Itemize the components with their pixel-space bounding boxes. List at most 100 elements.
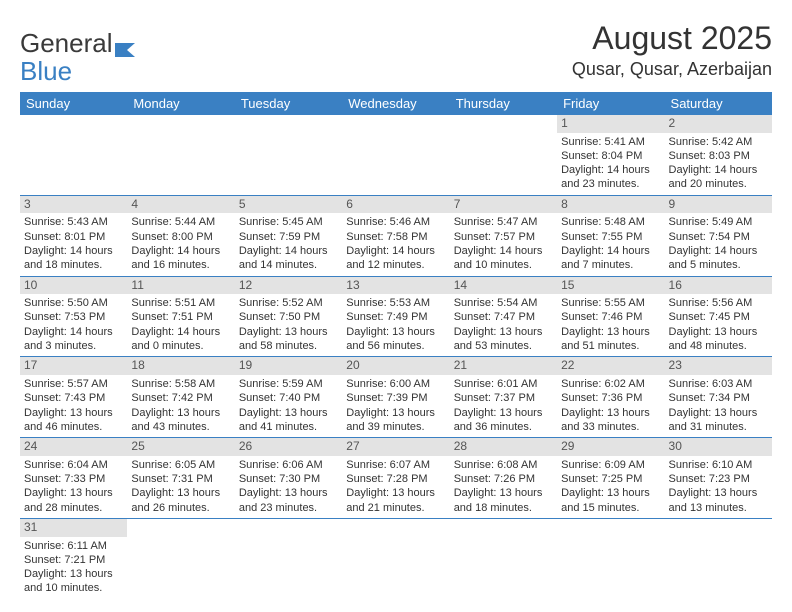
calendar-cell: 14Sunrise: 5:54 AMSunset: 7:47 PMDayligh… xyxy=(450,276,557,357)
calendar-cell: 20Sunrise: 6:00 AMSunset: 7:39 PMDayligh… xyxy=(342,357,449,438)
calendar-cell: 28Sunrise: 6:08 AMSunset: 7:26 PMDayligh… xyxy=(450,438,557,519)
day-detail-line: Sunset: 7:25 PM xyxy=(561,472,660,486)
day-detail-line: Sunset: 7:23 PM xyxy=(669,472,768,486)
day-detail-line: Sunrise: 5:46 AM xyxy=(346,215,445,229)
day-detail-line: Sunrise: 6:01 AM xyxy=(454,377,553,391)
day-detail-line: Sunrise: 5:42 AM xyxy=(669,135,768,149)
day-detail-line: Sunrise: 5:51 AM xyxy=(131,296,230,310)
day-number: 5 xyxy=(235,196,342,214)
day-details: Sunrise: 5:55 AMSunset: 7:46 PMDaylight:… xyxy=(561,296,660,353)
calendar-cell: 22Sunrise: 6:02 AMSunset: 7:36 PMDayligh… xyxy=(557,357,664,438)
day-details: Sunrise: 5:46 AMSunset: 7:58 PMDaylight:… xyxy=(346,215,445,272)
day-detail-line: Sunrise: 5:58 AM xyxy=(131,377,230,391)
day-header: Tuesday xyxy=(235,92,342,115)
calendar-cell: 30 Sunrise: 6:10 AMSunset: 7:23 PMDayligh… xyxy=(665,438,772,519)
day-number: 27 xyxy=(342,438,449,456)
day-number: 29 xyxy=(557,438,664,456)
calendar-cell: 3Sunrise: 5:43 AMSunset: 8:01 PMDaylight… xyxy=(20,195,127,276)
day-detail-line: Daylight: 13 hours and 56 minutes. xyxy=(346,325,445,354)
day-detail-line: Sunrise: 5:50 AM xyxy=(24,296,123,310)
day-detail-line: Sunrise: 6:09 AM xyxy=(561,458,660,472)
day-number xyxy=(450,519,557,537)
day-number: 1 xyxy=(557,115,664,133)
day-detail-line: Daylight: 13 hours and 13 minutes. xyxy=(669,486,768,515)
day-number: 7 xyxy=(450,196,557,214)
day-detail-line: Sunrise: 5:53 AM xyxy=(346,296,445,310)
day-detail-line: Sunrise: 5:52 AM xyxy=(239,296,338,310)
day-number: 21 xyxy=(450,357,557,375)
day-number: 24 xyxy=(20,438,127,456)
day-detail-line: Sunrise: 6:10 AM xyxy=(669,458,768,472)
calendar-cell xyxy=(557,518,664,598)
day-detail-line: Daylight: 14 hours and 12 minutes. xyxy=(346,244,445,273)
day-number xyxy=(557,519,664,537)
day-detail-line: Sunset: 7:43 PM xyxy=(24,391,123,405)
day-detail-line: Sunrise: 5:44 AM xyxy=(131,215,230,229)
calendar-row: 10Sunrise: 5:50 AMSunset: 7:53 PMDayligh… xyxy=(20,276,772,357)
day-detail-line: Daylight: 13 hours and 41 minutes. xyxy=(239,406,338,435)
day-detail-line: Sunrise: 5:47 AM xyxy=(454,215,553,229)
day-detail-line: Sunrise: 6:04 AM xyxy=(24,458,123,472)
day-detail-line: Sunrise: 6:03 AM xyxy=(669,377,768,391)
day-detail-line: Daylight: 14 hours and 7 minutes. xyxy=(561,244,660,273)
day-detail-line: Sunrise: 5:57 AM xyxy=(24,377,123,391)
day-detail-line: Sunrise: 5:45 AM xyxy=(239,215,338,229)
calendar-cell: 17Sunrise: 5:57 AMSunset: 7:43 PMDayligh… xyxy=(20,357,127,438)
day-detail-line: Sunrise: 5:59 AM xyxy=(239,377,338,391)
day-detail-line: Sunset: 7:57 PM xyxy=(454,230,553,244)
day-number: 30 xyxy=(665,438,772,456)
day-details: Sunrise: 5:47 AMSunset: 7:57 PMDaylight:… xyxy=(454,215,553,272)
calendar-row: 3Sunrise: 5:43 AMSunset: 8:01 PMDaylight… xyxy=(20,195,772,276)
day-header: Monday xyxy=(127,92,234,115)
day-detail-line: Sunrise: 5:56 AM xyxy=(669,296,768,310)
day-detail-line: Sunrise: 5:54 AM xyxy=(454,296,553,310)
day-details: Sunrise: 5:50 AMSunset: 7:53 PMDaylight:… xyxy=(24,296,123,353)
day-header: Friday xyxy=(557,92,664,115)
day-number: 16 xyxy=(665,277,772,295)
day-number: 26 xyxy=(235,438,342,456)
day-header: Saturday xyxy=(665,92,772,115)
day-detail-line: Daylight: 13 hours and 10 minutes. xyxy=(24,567,123,596)
day-number xyxy=(127,115,234,133)
calendar-cell xyxy=(342,518,449,598)
calendar-cell: 9Sunrise: 5:49 AMSunset: 7:54 PMDaylight… xyxy=(665,195,772,276)
day-detail-line: Sunrise: 6:05 AM xyxy=(131,458,230,472)
day-detail-line: Sunset: 7:39 PM xyxy=(346,391,445,405)
day-details: Sunrise: 5:43 AMSunset: 8:01 PMDaylight:… xyxy=(24,215,123,272)
day-header-row: SundayMondayTuesdayWednesdayThursdayFrid… xyxy=(20,92,772,115)
day-header: Sunday xyxy=(20,92,127,115)
calendar-cell xyxy=(665,518,772,598)
day-detail-line: Daylight: 13 hours and 36 minutes. xyxy=(454,406,553,435)
calendar-cell: 12Sunrise: 5:52 AMSunset: 7:50 PMDayligh… xyxy=(235,276,342,357)
calendar-cell xyxy=(450,115,557,195)
calendar-row: 17Sunrise: 5:57 AMSunset: 7:43 PMDayligh… xyxy=(20,357,772,438)
day-details: Sunrise: 6:08 AMSunset: 7:26 PMDaylight:… xyxy=(454,458,553,515)
calendar-cell: 26Sunrise: 6:06 AMSunset: 7:30 PMDayligh… xyxy=(235,438,342,519)
day-details: Sunrise: 6:02 AMSunset: 7:36 PMDaylight:… xyxy=(561,377,660,434)
day-details: Sunrise: 5:59 AMSunset: 7:40 PMDaylight:… xyxy=(239,377,338,434)
calendar-cell: 8Sunrise: 5:48 AMSunset: 7:55 PMDaylight… xyxy=(557,195,664,276)
day-number: 18 xyxy=(127,357,234,375)
title-block: August 2025 Qusar, Qusar, Azerbaijan xyxy=(572,20,772,80)
day-number xyxy=(342,519,449,537)
calendar-cell: 23Sunrise: 6:03 AMSunset: 7:34 PMDayligh… xyxy=(665,357,772,438)
day-detail-line: Sunrise: 5:49 AM xyxy=(669,215,768,229)
day-details: Sunrise: 5:48 AMSunset: 7:55 PMDaylight:… xyxy=(561,215,660,272)
day-number: 14 xyxy=(450,277,557,295)
day-detail-line: Daylight: 13 hours and 46 minutes. xyxy=(24,406,123,435)
day-detail-line: Sunrise: 5:43 AM xyxy=(24,215,123,229)
day-details: Sunrise: 6:07 AMSunset: 7:28 PMDaylight:… xyxy=(346,458,445,515)
day-details: Sunrise: 5:45 AMSunset: 7:59 PMDaylight:… xyxy=(239,215,338,272)
calendar-cell xyxy=(235,518,342,598)
day-detail-line: Sunset: 7:51 PM xyxy=(131,310,230,324)
day-detail-line: Daylight: 14 hours and 3 minutes. xyxy=(24,325,123,354)
calendar-body: 1Sunrise: 5:41 AMSunset: 8:04 PMDaylight… xyxy=(20,115,772,599)
day-number: 4 xyxy=(127,196,234,214)
day-detail-line: Sunset: 7:53 PM xyxy=(24,310,123,324)
calendar-cell: 18Sunrise: 5:58 AMSunset: 7:42 PMDayligh… xyxy=(127,357,234,438)
day-detail-line: Sunset: 7:54 PM xyxy=(669,230,768,244)
day-details: Sunrise: 5:57 AMSunset: 7:43 PMDaylight:… xyxy=(24,377,123,434)
header: General August 2025 Qusar, Qusar, Azerba… xyxy=(20,20,772,80)
day-number xyxy=(127,519,234,537)
day-details: Sunrise: 6:10 AMSunset: 7:23 PMDaylight:… xyxy=(669,458,768,515)
